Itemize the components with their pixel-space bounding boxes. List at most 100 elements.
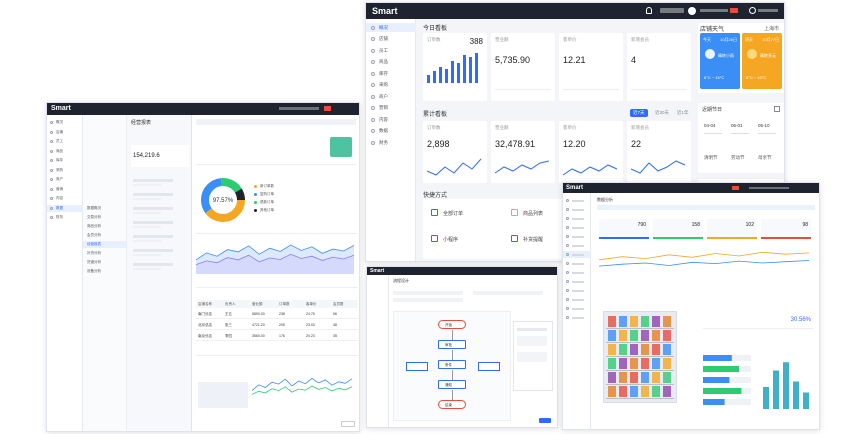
flow-node[interactable]: 结束 [438,400,466,409]
cumulative-card[interactable]: 新增会员 22 [627,121,691,183]
table-header: 营业额 [252,302,263,306]
analytics-logo: Smart [566,185,584,191]
cumulative-tab-0[interactable]: 近7天 [630,109,648,117]
report-subnav-item[interactable]: 商品分析 [87,224,101,228]
report-sidebar-item[interactable]: 内容 [47,195,83,202]
report-sidebar-item[interactable]: 概况 [47,119,83,126]
report-subnav-item[interactable]: 设备分析 [87,269,101,273]
analytics-sidebar-item[interactable] [563,305,591,312]
flow-node[interactable]: 审批 [438,340,466,349]
report-sidebar-item[interactable]: 营销 [47,186,83,193]
report-list-row[interactable] [133,249,173,252]
sidebar-item-3[interactable]: 商品 [366,58,416,67]
report-sidebar-item[interactable]: 数据 [47,204,83,212]
sidebar-item-2[interactable]: 员工 [366,46,416,55]
sidebar-item-4[interactable]: 库存 [366,69,416,78]
analytics-kpi-card[interactable]: 102 [707,219,757,239]
avatar[interactable] [688,7,696,15]
sidebar-item-8[interactable]: 内容 [366,115,416,124]
table-row[interactable]: 北京总店 张三 4721.20 205 23.03 48 [196,321,358,330]
flow-node[interactable]: 条件 [438,360,466,369]
app-logo: Smart [372,6,398,16]
shortcut-item[interactable]: 全部订单 [431,207,501,219]
cumulative-card[interactable]: 营业额 32,478.91 [491,121,555,183]
weather-location[interactable]: 上海市 [764,26,780,32]
report-subnav-item[interactable]: 补货分析 [87,251,101,255]
report-subnav-item[interactable]: 会员分析 [87,233,101,237]
report-subnav-item[interactable]: 数据概况 [87,206,101,210]
analytics-sidebar-item[interactable] [563,197,591,204]
shortcut-item[interactable]: 小程序 [431,233,501,245]
analytics-sidebar-item[interactable] [563,314,591,321]
analytics-sidebar-item[interactable] [563,242,591,249]
today-card[interactable]: 营业额 5,735.90 [491,33,555,101]
report-sidebar-item[interactable]: 员工 [47,138,83,145]
legend-label: 复购订单 [260,192,274,196]
report-sidebar-item[interactable]: 商户 [47,176,83,183]
report-flag-icon[interactable] [324,106,331,111]
sidebar-item-1[interactable]: 店铺 [366,35,416,44]
cumulative-tab-1[interactable]: 近30天 [655,110,670,115]
user-menu[interactable] [700,9,728,12]
help-icon[interactable] [749,7,756,14]
report-subnav-item[interactable]: 经营报表 [83,241,127,248]
analytics-flag-icon[interactable] [732,186,739,190]
report-subnav-item[interactable]: 交易分析 [87,215,101,219]
flow-save-button[interactable] [539,418,551,423]
today-card[interactable]: 订单数 388 [423,33,487,101]
table-row[interactable]: 南门分店 王五 5890.00 238 24.75 56 [196,310,358,319]
today-card[interactable]: 新增会员 4 [627,33,691,101]
analytics-sidebar-item[interactable] [563,233,591,240]
sidebar-item-7[interactable]: 营销 [366,104,416,113]
help-center-link[interactable] [758,9,778,12]
cumulative-card[interactable]: 订单数 2,898 [423,121,487,183]
report-sidebar-item[interactable]: 财务 [47,214,83,221]
detail-close-button[interactable] [341,421,355,427]
sidebar-item-0[interactable]: 概况 [366,23,416,32]
report-sidebar-item[interactable]: 商品 [47,148,83,155]
report-sidebar-item[interactable]: 库存 [47,157,83,164]
language-flag-icon[interactable] [730,8,738,13]
analytics-sidebar-item[interactable] [563,251,591,258]
report-list-row[interactable] [133,207,173,210]
sidebar-item-5[interactable]: 采购 [366,81,416,90]
flow-node[interactable]: 通知 [438,380,466,389]
report-sidebar-label: 营销 [56,186,63,191]
report-list-row[interactable] [133,235,173,238]
report-sidebar-item[interactable]: 采购 [47,167,83,174]
report-list-row[interactable] [133,221,173,224]
sidebar-item-6[interactable]: 商户 [366,92,416,101]
analytics-kpi-card[interactable]: 790 [599,219,649,239]
analytics-sidebar-item[interactable] [563,269,591,276]
analytics-sidebar-item[interactable] [563,215,591,222]
bell-icon[interactable] [646,7,652,14]
report-sidebar-item[interactable]: 店铺 [47,129,83,136]
shortcut-item[interactable]: 商品列表 [511,207,581,219]
today-card[interactable]: 客单价 12.21 [559,33,623,101]
report-list-row[interactable] [133,263,173,266]
analytics-user-menu[interactable] [749,187,789,189]
report-subnav-item[interactable]: 货道分析 [87,260,101,264]
report-user-menu[interactable] [279,107,319,110]
store-switch-button[interactable] [660,8,684,13]
report-list-row[interactable] [133,193,173,196]
analytics-sidebar-item[interactable] [563,287,591,294]
cumulative-tab-2[interactable]: 近1年 [677,110,689,115]
table-row[interactable]: 南京分店 李四 3560.00 176 20.23 35 [196,332,358,341]
sidebar-item-10[interactable]: 财务 [366,138,416,147]
cumulative-card[interactable]: 客单价 12.20 [559,121,623,183]
analytics-kpi-card[interactable]: 98 [761,219,811,239]
analytics-sidebar-item[interactable] [563,260,591,267]
shortcut-item[interactable]: 补货提醒 [511,233,581,245]
analytics-sidebar-item[interactable] [563,296,591,303]
flow-canvas[interactable]: 开始审批条件通知结束 [393,311,511,421]
spark-bar [475,53,478,83]
flow-node[interactable]: 开始 [438,320,466,329]
analytics-sidebar-item[interactable] [563,278,591,285]
report-list-row[interactable] [133,179,173,182]
analytics-sidebar-item[interactable] [563,206,591,213]
sidebar-item-9[interactable]: 数据 [366,127,416,136]
analytics-sidebar-item[interactable] [563,224,591,231]
sidebar-item-label: 财务 [379,139,388,145]
analytics-kpi-card[interactable]: 158 [653,219,703,239]
